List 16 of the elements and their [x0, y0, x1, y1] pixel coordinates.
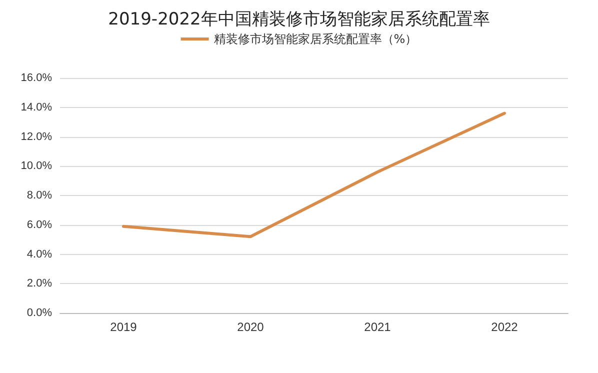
legend-label: 精装修市场智能家居系统配置率（%） — [214, 32, 418, 46]
y-tick-label: 8.0% — [26, 190, 52, 202]
x-tick-label: 2019 — [110, 320, 138, 334]
y-tick-label: 2.0% — [26, 278, 52, 290]
y-tick-label: 0.0% — [26, 307, 52, 319]
x-tick-label: 2021 — [364, 320, 392, 334]
x-tick-label: 2022 — [491, 320, 518, 334]
y-tick-label: 4.0% — [26, 248, 52, 260]
x-tick-label: 2020 — [237, 320, 264, 334]
y-tick-label: 10.0% — [20, 160, 52, 172]
line-series — [122, 112, 506, 238]
y-tick-label: 6.0% — [26, 218, 52, 231]
y-tick-label: 12.0% — [20, 130, 52, 143]
chart-title: 2019-2022年中国精装修市场智能家居系统配置率 — [108, 10, 490, 30]
y-tick-label: 16.0% — [20, 72, 52, 84]
y-tick-label: 14.0% — [20, 101, 52, 114]
